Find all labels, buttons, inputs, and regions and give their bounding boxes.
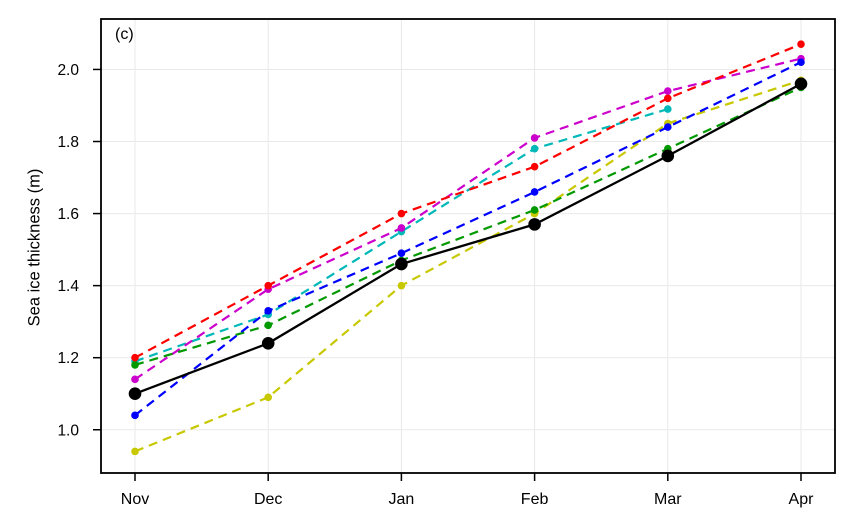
series-magenta-marker [530,134,539,142]
x-tick-label-jan: Jan [389,491,415,508]
y-tick-label: 1.8 [57,134,79,151]
series-red-marker [264,281,273,290]
series-red-marker [397,209,406,218]
series-red-line [134,43,802,359]
series-red-marker [530,162,539,171]
series-yellow-line [134,79,802,453]
series-yellow-marker [264,393,273,402]
series-yellow-marker [397,281,406,290]
series-blue-marker [131,411,139,420]
series-black-marker [261,336,275,350]
series-green-line [134,86,802,366]
series-blue-marker [530,188,539,196]
series-blue-marker [664,123,672,131]
series-red-marker [131,353,139,362]
series-blue-marker [397,249,406,258]
series-green-marker [264,321,273,330]
plot-border [100,18,836,474]
y-tick-label: 1.2 [57,350,79,367]
series-red-marker [664,94,672,103]
series-magenta-line [134,57,802,381]
series-black-marker [395,257,408,271]
series-magenta-marker [664,87,672,95]
series-black-line [134,82,802,395]
x-tick-label-mar: Mar [654,491,682,508]
series-red-marker [797,40,805,49]
x-tick-label-apr: Apr [789,491,815,508]
series-blue-line [134,61,802,417]
x-tick-label-dec: Dec [254,491,282,508]
series-cyan-marker [664,105,672,113]
series-blue-marker [264,307,273,315]
series-blue-marker [797,58,805,67]
series-green-marker [131,361,139,369]
series-green-marker [530,206,539,214]
series-black-marker [528,218,541,231]
y-tick-label: 1.4 [57,278,79,295]
series-cyan-line [134,108,669,363]
panel-label: (c) [115,26,134,43]
series-cyan-marker [530,144,539,153]
y-axis-title: Sea ice thickness (m) [25,168,44,327]
y-tick-label: 1.0 [57,422,79,439]
series-yellow-marker [131,447,139,456]
x-tick-label-feb: Feb [521,491,549,508]
x-tick-label-nov: Nov [121,491,149,508]
series-black-marker [794,77,808,91]
series-magenta-marker [397,224,406,232]
series-black-marker [661,149,675,163]
series-magenta-marker [131,375,139,384]
y-tick-label: 1.6 [57,206,79,223]
y-tick-label: 2.0 [57,62,79,79]
series-black-marker [128,387,142,401]
